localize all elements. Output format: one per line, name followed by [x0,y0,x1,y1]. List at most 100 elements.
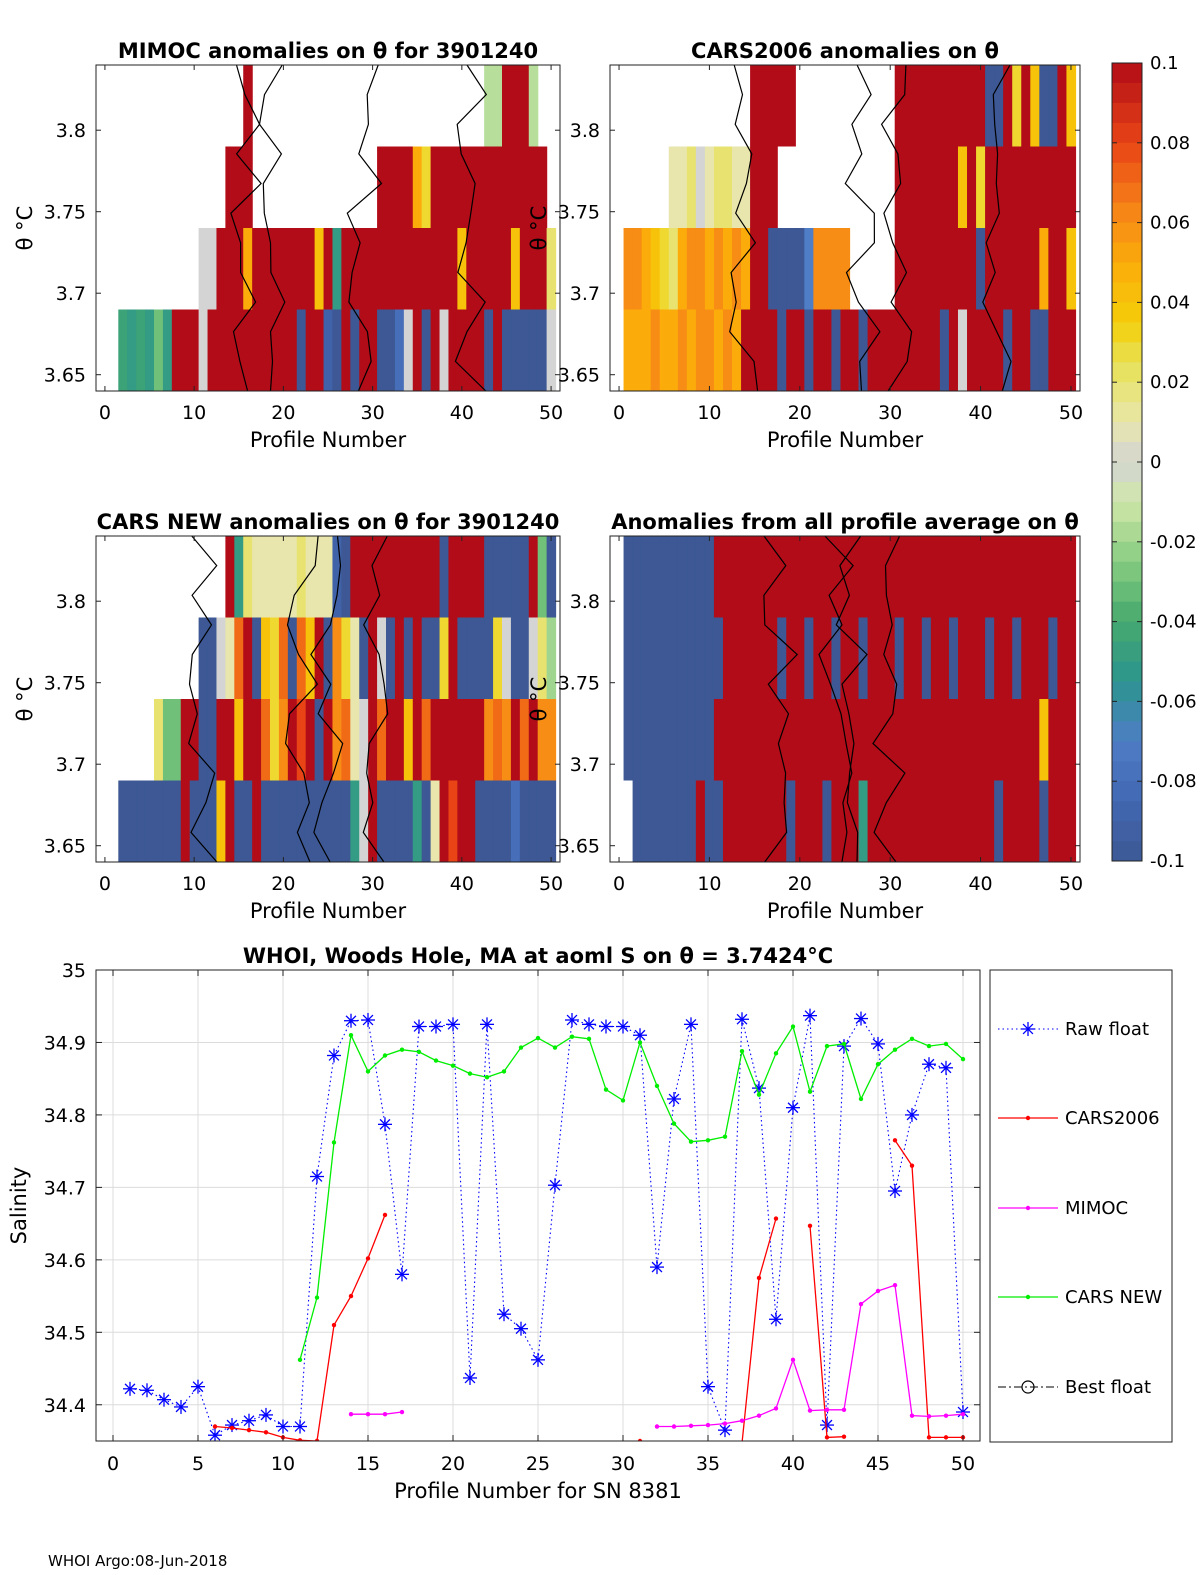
x-tick-label: 20 [788,402,812,424]
heatmap-cell [939,780,950,862]
series-point [723,1442,727,1446]
heatmap-cell [623,699,634,781]
heatmap-cell [359,536,369,618]
heatmap-cell [457,699,467,781]
colorbar-swatch [1112,462,1142,483]
heatmap-cell [777,536,787,618]
heatmap-cell [519,536,530,618]
heatmap-cell [813,699,824,781]
heatmap-cell [314,228,325,310]
heatmap-cell [650,780,661,862]
contour-line [872,535,906,863]
heatmap-cell [287,780,298,862]
contour-line [310,535,344,863]
legend-marker [1025,1115,1031,1121]
heatmap-cell [359,617,369,699]
heatmap-cell [948,780,959,862]
heatmap-cell [641,699,652,781]
heatmap-cell [243,617,253,699]
heatmap-cell [1030,309,1040,391]
series-point [739,1418,745,1423]
colorbar-tick-label: 0 [1150,452,1161,473]
colorbar: 0.1 0.08 0.06 0.04 0.02 0 -0.02 -0.04 -0.06 -0.08… [1111,53,1197,872]
series-point [926,1414,932,1419]
x-axis-label: Profile Number for SN 8381 [394,1479,682,1503]
colorbar-swatch [1112,202,1142,224]
star-marker [565,1012,579,1027]
heatmap-cell [894,780,905,862]
series-point [637,1438,643,1441]
star-marker [174,1399,188,1414]
heatmap-cell [448,699,458,781]
star-marker [361,1012,375,1027]
heatmap-cell [939,309,950,391]
heatmap-cell [777,780,787,862]
heatmap-cell [623,536,634,618]
series-point [807,1223,813,1228]
series-point [705,1138,711,1143]
heatmap-cell [225,780,235,862]
heatmap-cell [493,65,503,147]
heatmap-cell [502,228,512,310]
heatmap-cell [650,699,661,781]
heatmap-cell [930,65,941,147]
heatmap-cell [430,699,441,781]
star-stroke [498,1308,510,1320]
heatmap-cell [985,617,995,699]
heatmap-cell [1039,65,1049,147]
star-marker [123,1381,137,1396]
heatmap-cell [296,228,307,310]
heatmap-cell [430,536,441,618]
heatmap-cell [840,309,851,391]
heatmap-cell [948,536,959,618]
heatmap-cell [537,536,548,618]
heatmap-cell [1039,228,1049,310]
heatmap-cell [350,536,360,618]
heatmap-cell [502,309,512,391]
x-tick-label: 0 [99,873,111,895]
heatmap-cell [1012,65,1022,147]
heatmap-cell [795,617,805,699]
y-tick-label: 34.9 [44,1032,86,1054]
heatmap-cell [704,228,715,310]
heatmap-cell [216,309,226,391]
heatmap-cell [314,309,325,391]
heatmap-cell [795,699,805,781]
star-stroke [634,1029,646,1041]
heatmap-cell [759,780,769,862]
heatmap-cell [921,146,932,228]
series-point [314,1438,320,1441]
heatmap-cell [976,65,986,147]
heatmap-cell [368,228,378,310]
heatmap-cell [225,228,235,310]
heatmap-cell [386,780,396,862]
heatmap-cell [386,228,396,310]
heatmap-cell [180,780,191,862]
heatmap-cell [466,617,476,699]
heatmap-cell [650,617,661,699]
heatmap-cell [1066,309,1077,391]
heatmap-cell [741,699,751,781]
series-point [807,1408,813,1413]
heatmap-cell [976,536,986,618]
heatmap-cell [225,309,235,391]
heatmap-cell [795,536,805,618]
star-stroke [277,1421,289,1432]
series-point [943,1413,949,1418]
heatmap-cell [278,780,289,862]
heatmap-cell [332,309,342,391]
heatmap-cell [759,699,769,781]
star-marker [259,1407,273,1422]
colorbar-swatch [1112,242,1142,263]
heatmap-cell [786,780,796,862]
star-marker [667,1091,681,1106]
heatmap-cell [985,65,995,147]
heatmap-cell [722,536,733,618]
colorbar-tick-label: 0.06 [1150,213,1190,234]
heatmap-cell [976,309,986,391]
heatmap-cell [695,617,706,699]
heatmap-cell [528,228,539,310]
heatmap-cell [386,617,396,699]
heatmap-cell [777,699,787,781]
heatmap-cell [136,780,146,862]
